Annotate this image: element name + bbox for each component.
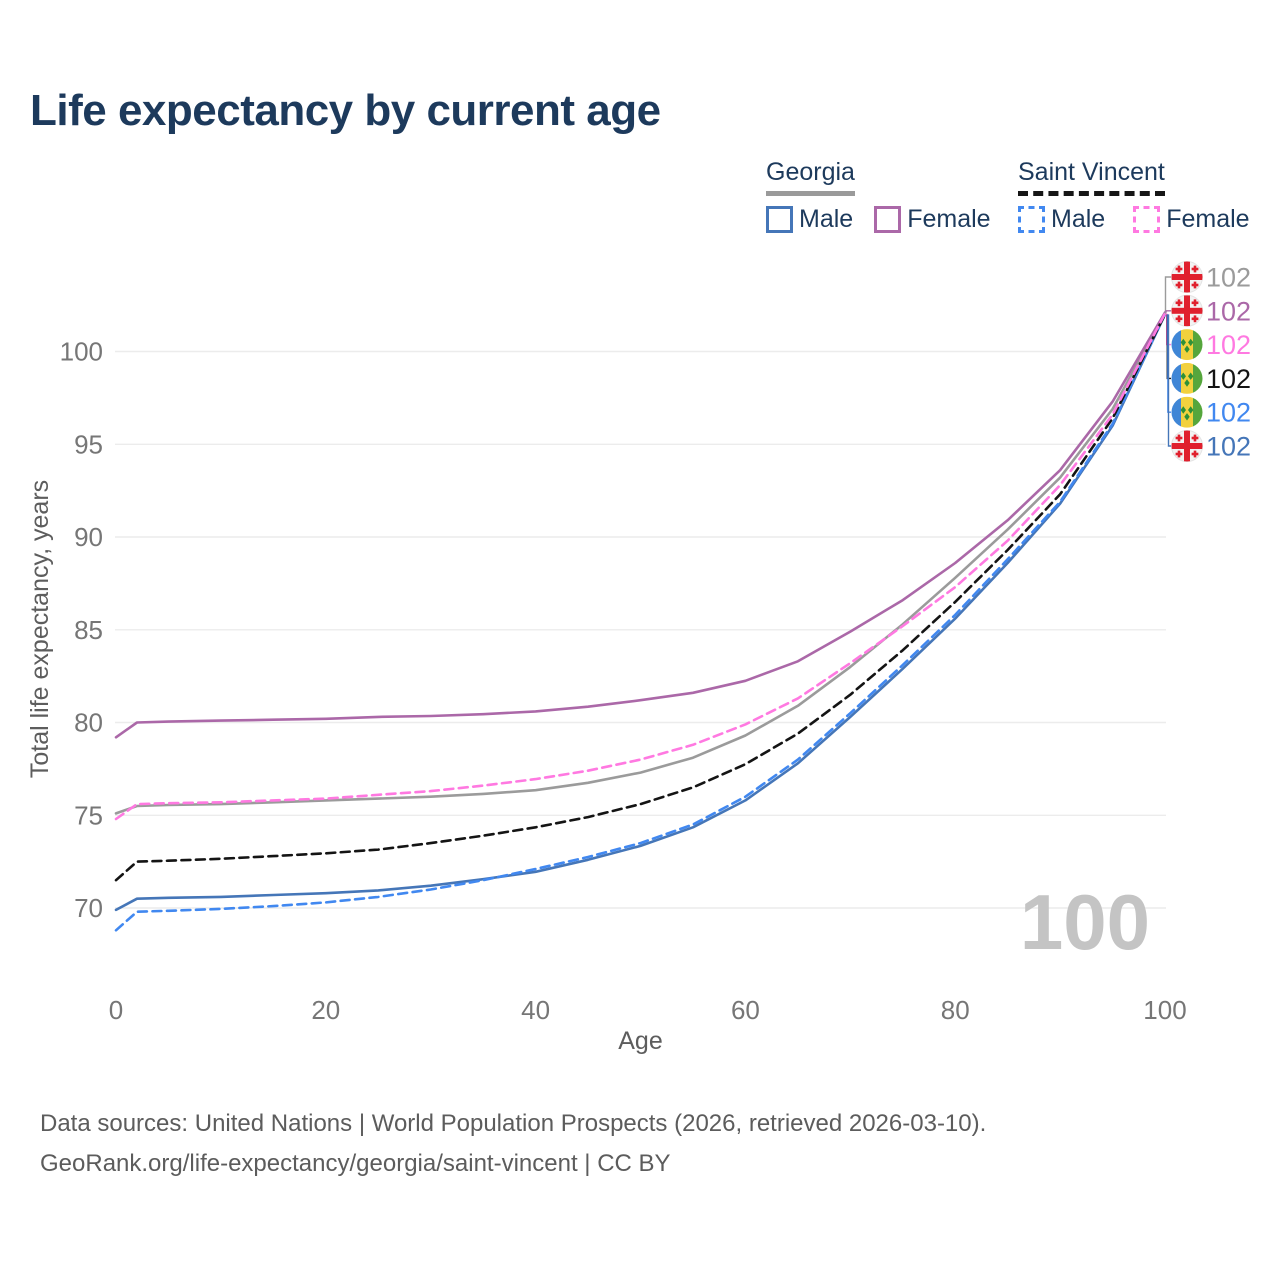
page-title: Life expectancy by current age xyxy=(30,86,661,135)
age-counter-watermark: 100 xyxy=(1020,878,1150,966)
end-label-leader xyxy=(1167,314,1171,447)
series-line-georgia-male[interactable] xyxy=(114,313,1167,912)
saint-vincent-male-swatch xyxy=(1018,206,1045,233)
georgia-female-swatch xyxy=(874,206,902,233)
end-value-label-saint-vincent-male: 102 xyxy=(1206,398,1251,428)
y-tick-label: 90 xyxy=(74,522,103,552)
georgia-flag-icon xyxy=(1171,294,1203,327)
legend-georgia-header[interactable]: Georgia xyxy=(766,158,855,196)
end-label-leader xyxy=(1165,310,1171,313)
series-line-saint-vincent[interactable] xyxy=(114,313,1167,882)
legend-label-saint-vincent-male: Male xyxy=(1051,205,1106,233)
end-value-label-georgia-female: 102 xyxy=(1206,296,1251,326)
y-tick-label: 85 xyxy=(74,615,103,645)
legend-saint-vincent-header[interactable]: Saint Vincent xyxy=(1018,158,1165,196)
legend-label-georgia-male: Male xyxy=(799,205,854,233)
saint-vincent-flag-icon xyxy=(1171,362,1203,394)
legend-label-georgia-female: Female xyxy=(907,205,991,233)
saint-vincent-flag-icon xyxy=(1171,396,1203,428)
georgia-male-swatch xyxy=(766,206,793,233)
x-tick-label: 60 xyxy=(731,995,760,1025)
legend-item-georgia-female[interactable]: Female xyxy=(874,205,991,234)
legend-item-saint-vincent-male[interactable]: Male xyxy=(1018,205,1105,234)
x-tick-label: 0 xyxy=(109,995,123,1025)
legend-group-saint-vincent: Saint Vincent Male Female xyxy=(1018,158,1250,234)
y-tick-label: 70 xyxy=(74,893,103,923)
data-sources-line: Data sources: United Nations | World Pop… xyxy=(40,1110,987,1137)
source-attribution: Data sources: United Nations | World Pop… xyxy=(40,1104,986,1184)
y-tick-label: 100 xyxy=(60,337,103,367)
end-value-label-georgia-male: 102 xyxy=(1206,432,1251,462)
legend-saint-vincent-items: Male Female xyxy=(1018,205,1250,234)
x-tick-label: 20 xyxy=(311,995,340,1025)
y-axis-title: Total life expectancy, years xyxy=(26,480,54,778)
legend-item-saint-vincent-female[interactable]: Female xyxy=(1133,205,1250,234)
legend-label-saint-vincent-female: Female xyxy=(1166,205,1250,233)
end-value-label-georgia: 102 xyxy=(1206,263,1251,293)
end-value-label-saint-vincent-female: 102 xyxy=(1206,330,1251,360)
georgia-flag-icon xyxy=(1171,430,1203,462)
end-label-leader xyxy=(1164,276,1171,314)
legend-group-georgia: Georgia Male Female xyxy=(766,158,991,234)
series-line-saint-vincent-male[interactable] xyxy=(114,313,1167,932)
legend: Georgia Male Female Saint Vincent Male xyxy=(0,158,1280,248)
x-axis-title: Age xyxy=(618,1027,662,1055)
x-tick-label: 40 xyxy=(521,995,550,1025)
license-line: GeoRank.org/life-expectancy/georgia/sain… xyxy=(40,1150,671,1177)
saint-vincent-flag-icon xyxy=(1171,329,1203,361)
y-tick-label: 75 xyxy=(74,800,103,830)
series-line-saint-vincent-female[interactable] xyxy=(114,312,1167,821)
y-tick-label: 95 xyxy=(74,429,103,459)
x-tick-label: 100 xyxy=(1143,995,1186,1025)
end-value-label-saint-vincent: 102 xyxy=(1206,364,1251,394)
y-tick-label: 80 xyxy=(74,708,103,738)
x-tick-label: 80 xyxy=(941,995,970,1025)
legend-georgia-items: Male Female xyxy=(766,205,991,234)
georgia-flag-icon xyxy=(1171,261,1203,293)
series-line-georgia-female[interactable] xyxy=(114,311,1167,739)
legend-item-georgia-male[interactable]: Male xyxy=(766,205,853,234)
series-line-georgia[interactable] xyxy=(114,312,1167,815)
saint-vincent-female-swatch xyxy=(1133,206,1161,233)
